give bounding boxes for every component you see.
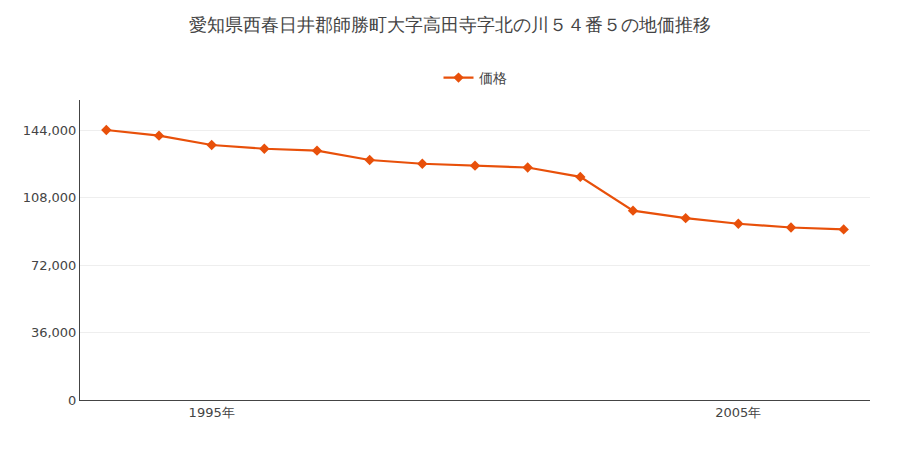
svg-text:108,000: 108,000 [23, 190, 77, 205]
svg-text:0: 0 [68, 393, 76, 408]
svg-text:1995年: 1995年 [189, 405, 235, 420]
svg-text:144,000: 144,000 [23, 123, 77, 138]
svg-text:72,000: 72,000 [31, 258, 77, 273]
svg-text:36,000: 36,000 [31, 325, 77, 340]
svg-text:愛知県西春日井郡師勝町大字高田寺字北の川５４番５の地価推移: 愛知県西春日井郡師勝町大字高田寺字北の川５４番５の地価推移 [189, 14, 711, 35]
svg-text:価格: 価格 [479, 70, 507, 86]
svg-text:2005年: 2005年 [715, 405, 761, 420]
